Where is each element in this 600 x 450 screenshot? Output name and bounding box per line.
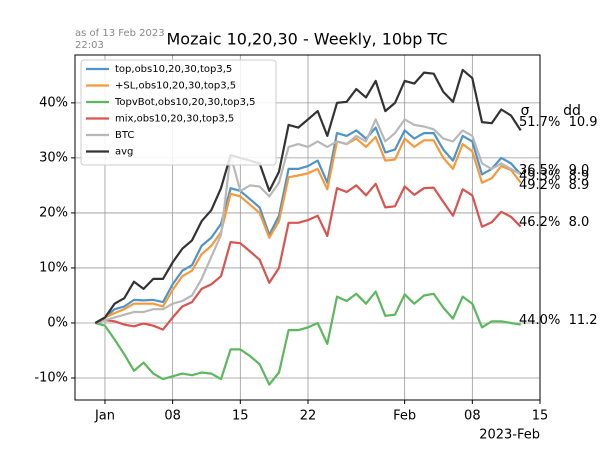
end-label: 44.0% 11.2	[519, 313, 598, 328]
column-header: σ	[521, 103, 530, 119]
end-label: 36.5% 9.0	[519, 163, 589, 178]
annotation: 22:03	[75, 40, 104, 51]
x-tick-label: 08	[164, 409, 181, 424]
annotation: as of 13 Feb 2023	[75, 28, 165, 39]
legend-label: avg	[115, 147, 133, 158]
end-label: 49.3% 8.9	[519, 169, 589, 184]
y-tick-label: 0%	[47, 315, 68, 330]
series-line	[94, 135, 522, 324]
x-tick-label: Jan	[94, 409, 115, 424]
x-axis-label: 2023-Feb	[479, 428, 540, 443]
series-line	[94, 68, 522, 324]
y-tick-label: -10%	[34, 370, 68, 385]
x-tick-label: Feb	[393, 409, 416, 424]
series-line	[95, 290, 521, 386]
x-tick-label: 15	[232, 409, 249, 424]
legend-label: top,obs10,20,30,top3,5	[115, 64, 232, 75]
end-label: 46.2% 8.0	[519, 215, 589, 230]
legend: top,obs10,20,30,top3,5 +SL,obs10,20,30,to…	[80, 59, 277, 166]
chart-title: Mozaic 10,20,30 - Weekly, 10bp TC	[166, 30, 447, 49]
plot-frame	[74, 54, 541, 401]
series-line	[94, 118, 522, 325]
legend-label: TopvBot,obs10,20,30,top3,5	[114, 97, 256, 108]
y-tick-label: 20%	[39, 205, 68, 220]
end-label: 51.7% 10.9	[519, 115, 598, 130]
x-tick-label: 22	[300, 409, 317, 424]
legend-label: +SL,obs10,20,30,top3,5	[115, 81, 236, 92]
y-tick-label: 10%	[39, 260, 68, 275]
series-line	[94, 126, 522, 324]
x-tick-label: 15	[532, 409, 549, 424]
x-tick-label: 08	[464, 409, 481, 424]
column-header: dd	[563, 103, 581, 119]
legend-label: BTC	[115, 130, 134, 141]
series-line	[94, 182, 522, 331]
y-tick-label: 30%	[39, 150, 68, 165]
end-label: 49.2% 8.9	[519, 178, 589, 193]
legend-label: mix,obs10,20,30,top3,5	[115, 114, 234, 125]
y-tick-label: 40%	[39, 95, 68, 110]
legend-box	[80, 59, 277, 166]
